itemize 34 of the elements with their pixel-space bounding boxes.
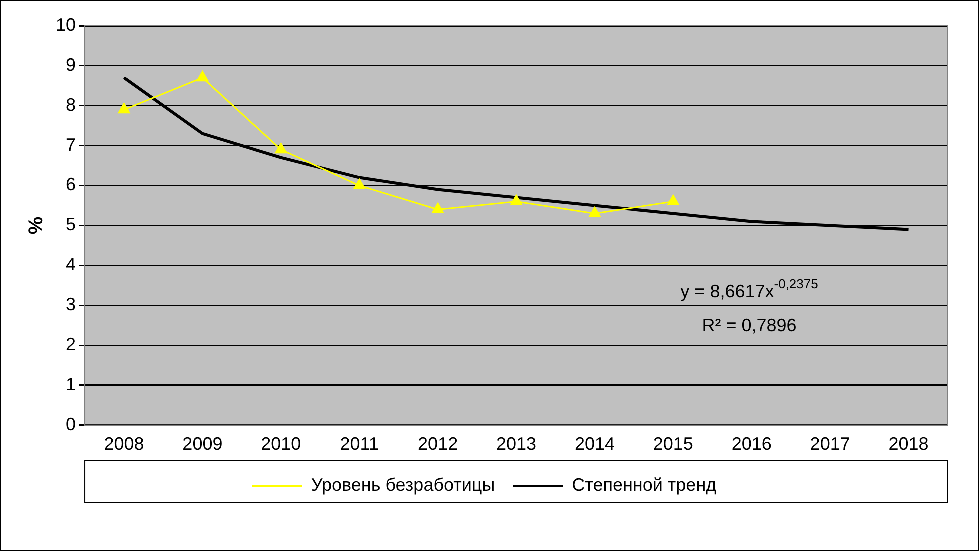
x-tick-label: 2009 — [182, 434, 223, 454]
point — [432, 202, 444, 214]
y-tick-label: 10 — [56, 14, 76, 35]
y-tick-label: 9 — [66, 54, 76, 75]
point — [589, 206, 601, 218]
x-tick-label: 2015 — [653, 434, 694, 454]
y-tick-label: 2 — [66, 334, 76, 354]
y-tick-label: 6 — [66, 174, 76, 195]
y-axis-title: % — [26, 216, 48, 235]
x-tick-label: 2017 — [810, 434, 850, 454]
y-tick-label: 1 — [66, 374, 76, 394]
point — [354, 179, 366, 190]
y-tick-label: 8 — [66, 94, 76, 115]
x-tick-label: 2012 — [418, 434, 458, 454]
point — [667, 194, 680, 206]
x-tick-label: 2016 — [732, 434, 772, 454]
x-tick-label: 2011 — [340, 434, 379, 454]
x-tick-label: 2014 — [574, 434, 615, 454]
point — [510, 194, 522, 206]
point — [118, 103, 130, 114]
y-tick-label: 3 — [66, 294, 76, 315]
x-tick-label: 2008 — [104, 434, 144, 454]
y-tick-label: 7 — [66, 134, 76, 155]
point — [196, 71, 209, 82]
y-tick-label: 5 — [66, 214, 76, 235]
point — [275, 143, 288, 154]
legend-label: Уровень безработицы — [311, 474, 496, 495]
annotation: R² = 0,7896 — [702, 316, 797, 336]
x-tick-label: 2018 — [888, 434, 929, 454]
legend-label: Степенной тренд — [572, 474, 718, 495]
x-tick-label: 2013 — [496, 434, 537, 454]
x-tick-label: 2010 — [261, 434, 302, 454]
y-tick-label: 0 — [66, 414, 76, 434]
y-tick-label: 4 — [66, 254, 76, 275]
